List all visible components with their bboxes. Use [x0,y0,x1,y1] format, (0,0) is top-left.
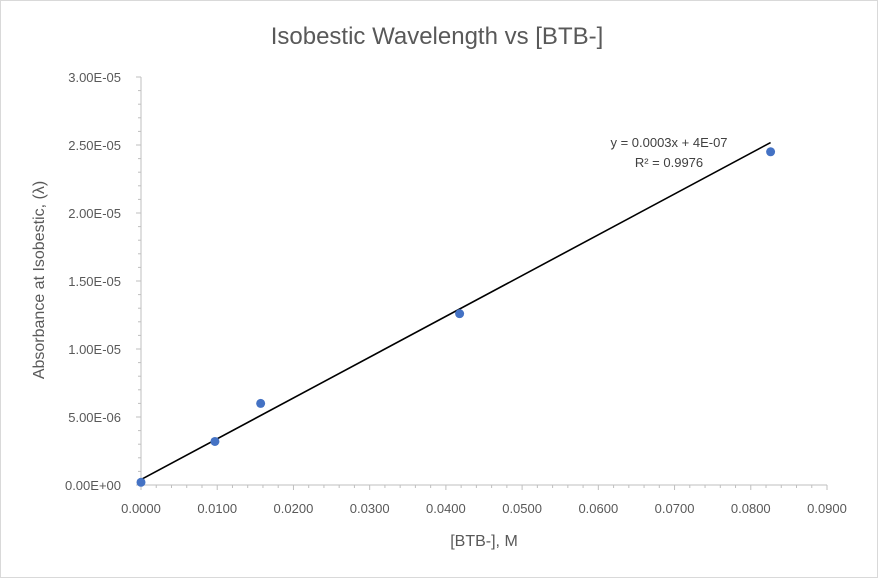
y-tick-label: 0.00E+00 [65,478,121,493]
y-tick-label: 2.00E-05 [68,206,121,221]
x-tick-label: 0.0900 [807,501,847,516]
trendline-r-squared: R² = 0.9976 [635,155,703,170]
y-tick-label: 1.50E-05 [68,274,121,289]
data-point [766,147,776,157]
chart-title: Isobestic Wavelength vs [BTB-] [271,23,604,50]
x-tick-label: 0.0000 [121,501,161,516]
x-tick-label: 0.0500 [502,501,542,516]
trendline-equation: y = 0.0003x + 4E-07 [610,135,727,150]
x-tick-label: 0.0300 [350,501,390,516]
x-tick-label: 0.0100 [197,501,237,516]
x-tick-label: 0.0400 [426,501,466,516]
x-axis-label: [BTB-], M [450,533,518,550]
y-tick-label: 5.00E-06 [68,410,121,425]
trendline-layer [140,141,771,481]
y-tick-label: 3.00E-05 [68,70,121,85]
data-point [136,477,146,487]
x-tick-label: 0.0600 [578,501,618,516]
data-points [136,147,776,487]
x-tick-label: 0.0800 [731,501,771,516]
y-tick-label: 2.50E-05 [68,138,121,153]
y-tick-label: 1.00E-05 [68,342,121,357]
data-point [455,309,465,319]
data-point [210,436,220,446]
x-tick-label: 0.0700 [655,501,695,516]
axes: 0.0000 0.0100 0.0200 0.0300 0.0400 0.0500 0.06… [65,70,847,516]
y-axis-label: Absorbance at Isobestic, (λ) [31,181,48,379]
trendline [140,141,771,481]
data-point [256,398,266,408]
x-tick-label: 0.0200 [274,501,314,516]
